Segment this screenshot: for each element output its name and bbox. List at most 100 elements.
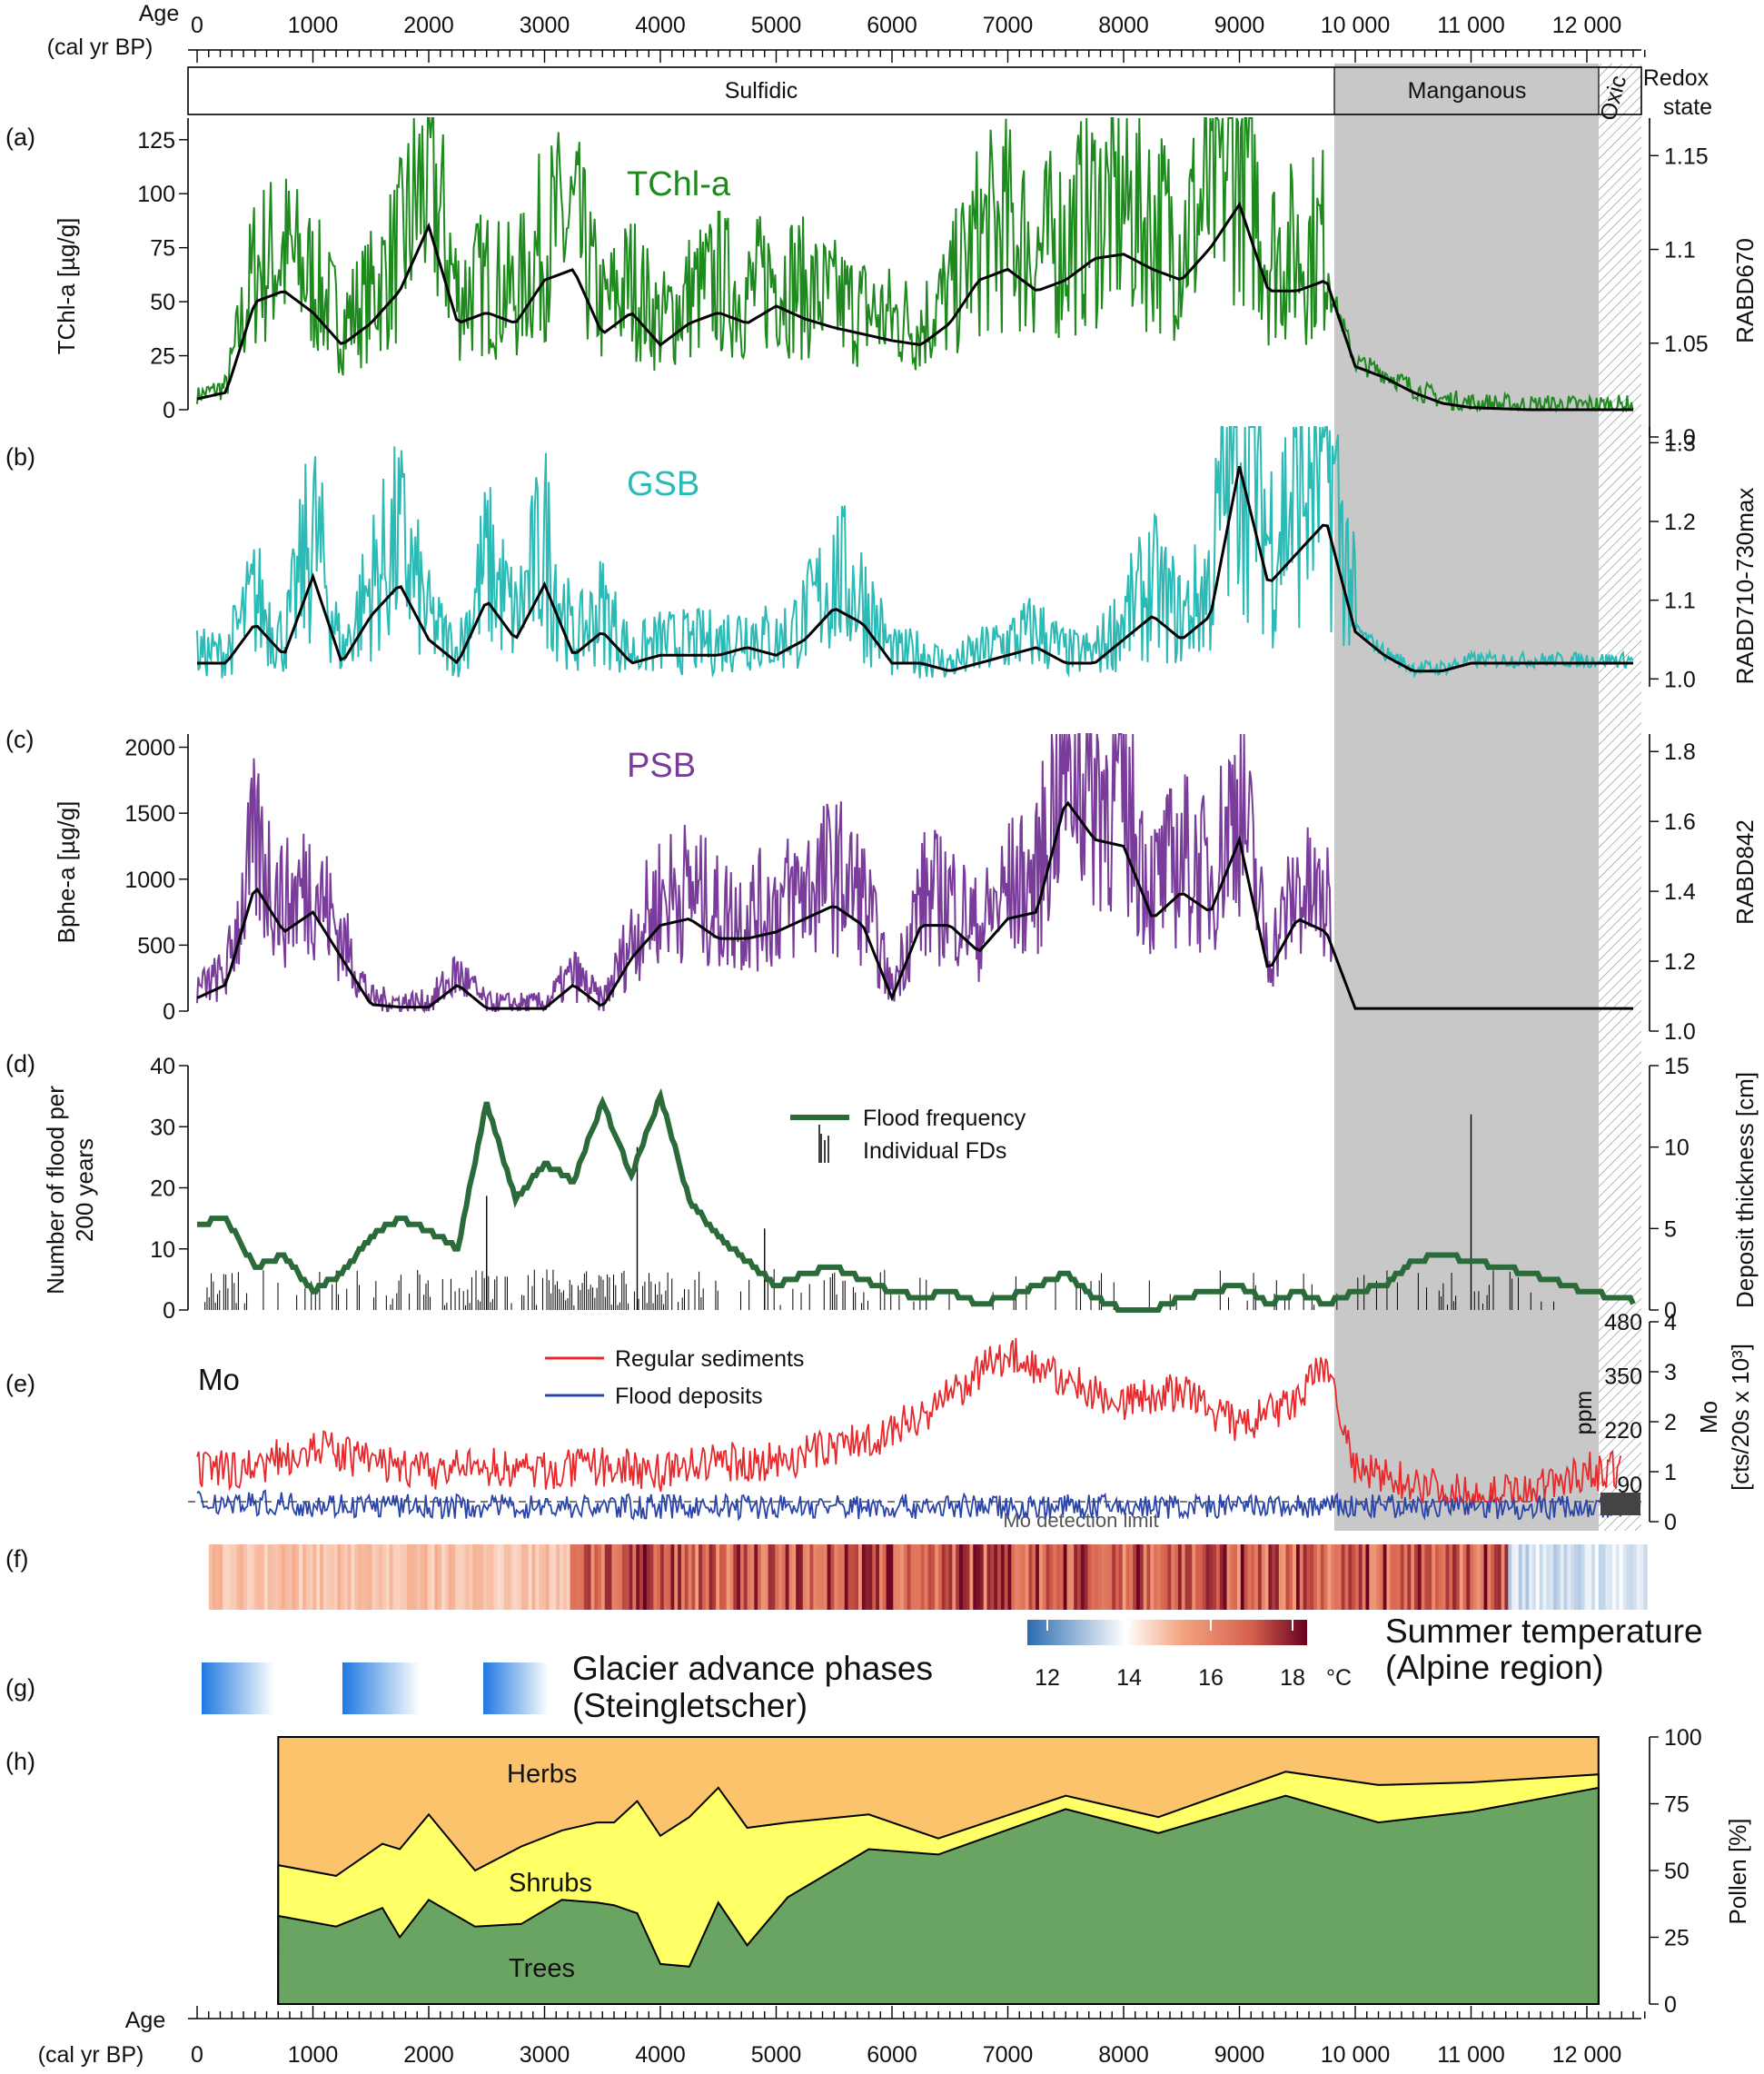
deposit-axis: 0 5 10 15 (1649, 1054, 1690, 1324)
panel-label-g: (g) (5, 1674, 35, 1702)
temp-strip-cell (663, 1544, 669, 1610)
temp-strip-cell (1525, 1544, 1530, 1610)
colorbar-tick-label: 12 (1035, 1665, 1060, 1691)
temp-strip-cell (1004, 1544, 1008, 1610)
gsb-raw-series (196, 426, 1634, 680)
temp-strip-cell (1063, 1544, 1067, 1610)
temp-strip-cell (1257, 1544, 1263, 1610)
temp-strip-cell (938, 1544, 943, 1610)
y-tick-label: 0 (163, 1298, 175, 1324)
rabd670-axis: 1.0 1.05 1.1 1.15 (1649, 118, 1709, 451)
temp-strip-cell (396, 1544, 401, 1610)
temp-strip-cell (368, 1544, 372, 1610)
temperature-legend-subtitle: (Alpine region) (1385, 1649, 1604, 1686)
y-tick-label: 15 (1664, 1054, 1690, 1079)
glacier-phase-2 (342, 1662, 420, 1714)
temp-strip-cell (1601, 1544, 1606, 1610)
age-tick-label: 0 (191, 2042, 203, 2068)
temp-strip-cell (521, 1544, 526, 1610)
temp-strip-cell (288, 1544, 292, 1610)
temp-strip-cell (1118, 1544, 1124, 1610)
temp-strip-cell (1546, 1544, 1551, 1610)
temp-strip-cell (969, 1544, 974, 1610)
legend-flood-deposits: Flood deposits (615, 1384, 763, 1409)
panel-label-h: (h) (5, 1748, 35, 1775)
temp-strip-cell (855, 1544, 859, 1610)
y-tick-label: 2000 (124, 736, 175, 761)
temp-strip-cell (1497, 1544, 1502, 1610)
temp-strip-cell (1539, 1544, 1543, 1610)
temp-strip-cell (400, 1544, 404, 1610)
temp-strip-cell (1150, 1544, 1155, 1610)
temp-strip-cell (1066, 1544, 1071, 1610)
temp-strip-cell (362, 1544, 366, 1610)
temp-strip-cell (788, 1544, 793, 1610)
temp-strip-cell (1251, 1544, 1255, 1610)
temp-strip-cell (958, 1544, 964, 1610)
temp-strip-cell (1174, 1544, 1179, 1610)
temp-strip-cell (1167, 1544, 1172, 1610)
gsb-title: GSB (627, 465, 699, 503)
temp-strip-cell (333, 1544, 338, 1610)
temp-strip-cell (1473, 1544, 1478, 1610)
temp-strip-cell (861, 1544, 867, 1610)
panel-pollen: (h) Herbs Shrubs Trees Pollen [%] 0 25 50 7… (5, 1725, 1751, 2018)
panel-label-c: (c) (5, 726, 34, 753)
temp-strip-cell (781, 1544, 787, 1610)
temp-strip-cell (472, 1544, 477, 1610)
temp-strip-cell (1032, 1544, 1036, 1610)
y-tick-label: 1.8 (1664, 739, 1696, 765)
temp-strip-cell (541, 1544, 547, 1610)
temp-strip-cell (1205, 1544, 1210, 1610)
temp-strip-cell (1053, 1544, 1057, 1610)
temp-strip-cell (1414, 1544, 1419, 1610)
temp-strip-cell (455, 1544, 460, 1610)
temp-strip-cell (208, 1544, 213, 1610)
psb-raw-series (196, 733, 1339, 1014)
temp-strip-cell (865, 1544, 869, 1610)
temp-strip-cell (837, 1544, 842, 1610)
temp-strip-cell (316, 1544, 321, 1610)
temp-strip-cell (302, 1544, 307, 1610)
temp-strip-cell (956, 1544, 960, 1610)
glacier-label: Glacier advance phases (572, 1650, 933, 1687)
age-tick-label: 11 000 (1437, 13, 1505, 38)
temp-strip-cell (1007, 1544, 1012, 1610)
temp-strip-cell (271, 1544, 275, 1610)
temp-strip-cell (1171, 1544, 1175, 1610)
temp-strip-cell (1615, 1544, 1620, 1610)
temp-strip-cell (931, 1544, 936, 1610)
temp-strip-cell (935, 1544, 939, 1610)
temp-strip-cell (343, 1544, 349, 1610)
temp-strip-cell (392, 1544, 397, 1610)
temp-strip-cell (979, 1544, 985, 1610)
redox-manganous: Manganous (1408, 78, 1527, 104)
temp-strip-cell (1095, 1544, 1099, 1610)
temp-strip-cell (236, 1544, 241, 1610)
temp-strip-cell (1535, 1544, 1541, 1610)
y-tick-label: 1.0 (1664, 1019, 1696, 1045)
temp-strip-cell (868, 1544, 873, 1610)
age-tick-label: 3000 (520, 2042, 570, 2068)
temp-strip-cell (611, 1544, 616, 1610)
temp-strip-cell (1077, 1544, 1082, 1610)
temp-strip-cell (1411, 1544, 1415, 1610)
temp-strip-cell (250, 1544, 254, 1610)
temp-strip-cell (1226, 1544, 1231, 1610)
temp-strip-cell (636, 1544, 640, 1610)
temp-strip-cell (583, 1544, 589, 1610)
temp-strip-cell (872, 1544, 877, 1610)
herbs-label: Herbs (507, 1760, 577, 1789)
temp-strip-cell (1184, 1544, 1189, 1610)
temp-strip-cell (1084, 1544, 1088, 1610)
temp-strip-cell (994, 1544, 998, 1610)
temp-strip-cell (1143, 1544, 1147, 1610)
panel-tchl: (a) TChl-a TChl-a [µg/g] RABD670 0 25 50 75… (5, 117, 1759, 451)
temp-strip-cell (775, 1544, 779, 1610)
temp-strip-cell (1289, 1544, 1293, 1610)
panel-label-a: (a) (5, 124, 35, 151)
temp-strip-cell (733, 1544, 738, 1610)
temp-strip-cell (417, 1544, 421, 1610)
colorbar-tick-label: 18 (1280, 1665, 1305, 1691)
temp-strip-cell (1036, 1544, 1040, 1610)
